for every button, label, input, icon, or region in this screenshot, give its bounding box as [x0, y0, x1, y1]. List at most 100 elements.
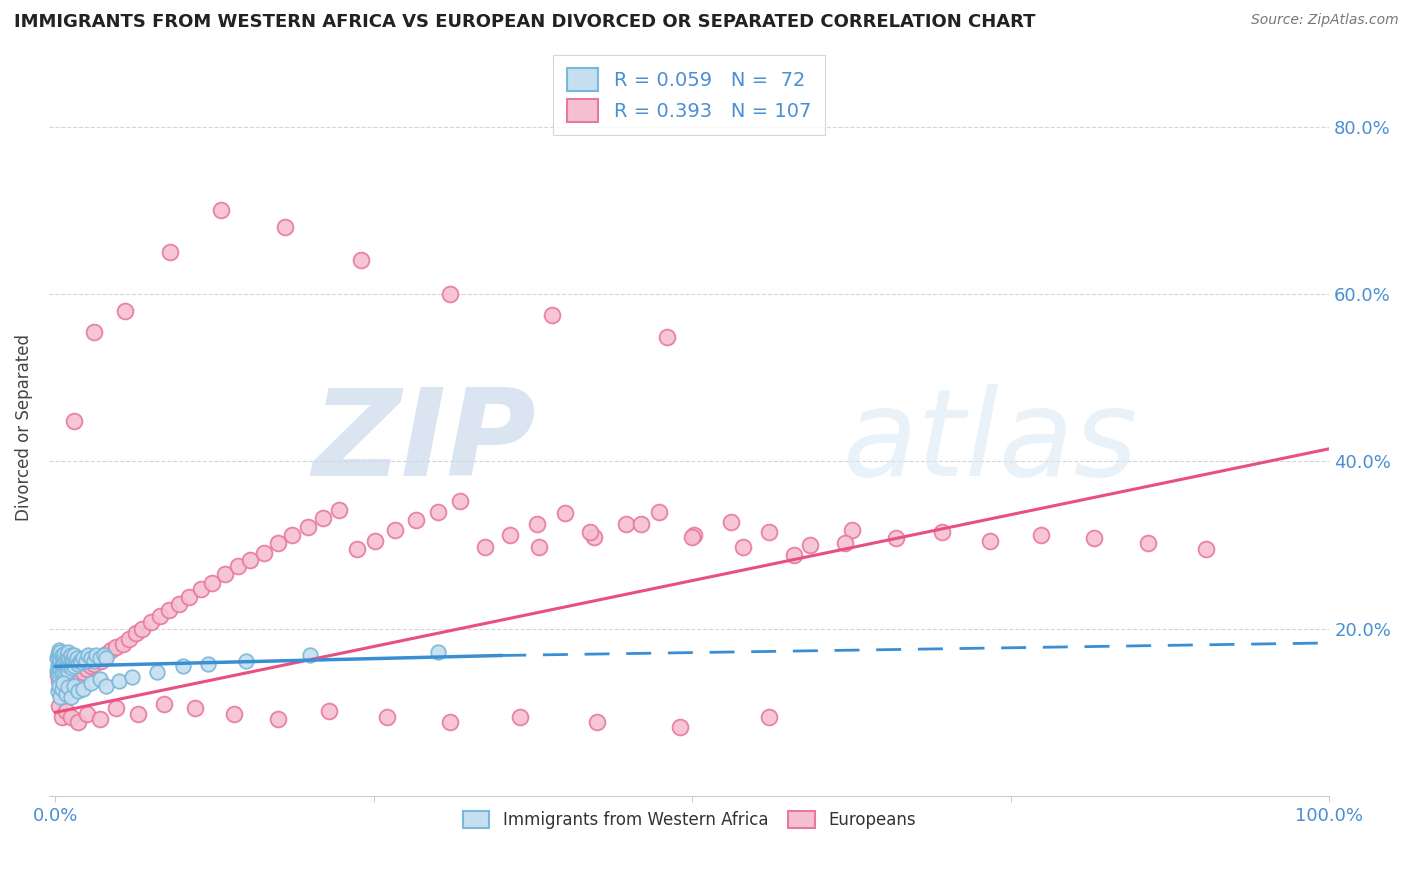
Point: [58, 659, 80, 673]
Point: [96, 651, 118, 665]
Point: [63, 414, 86, 428]
Point: [67, 684, 90, 698]
Point: [509, 709, 531, 723]
Point: [45, 651, 67, 665]
Point: [105, 640, 128, 654]
Point: [541, 308, 564, 322]
Point: [426, 504, 449, 518]
Point: [226, 558, 249, 573]
Point: [118, 632, 141, 646]
Point: [60, 661, 83, 675]
Point: [52, 665, 75, 680]
Point: [53, 664, 76, 678]
Point: [56, 648, 79, 663]
Point: [733, 540, 755, 554]
Point: [80, 651, 103, 665]
Point: [56, 681, 79, 695]
Point: [46, 667, 69, 681]
Point: [139, 615, 162, 629]
Point: [53, 672, 76, 686]
Point: [614, 517, 637, 532]
Point: [758, 525, 780, 540]
Point: [96, 679, 118, 693]
Point: [405, 513, 427, 527]
Point: [121, 670, 143, 684]
Point: [105, 701, 128, 715]
Point: [190, 582, 212, 596]
Point: [48, 673, 70, 688]
Point: [449, 494, 471, 508]
Point: [77, 648, 100, 663]
Point: [172, 659, 194, 673]
Point: [51, 657, 73, 671]
Point: [49, 690, 72, 705]
Point: [222, 707, 245, 722]
Point: [59, 648, 82, 663]
Point: [89, 712, 111, 726]
Point: [834, 536, 856, 550]
Point: [197, 657, 219, 671]
Text: atlas: atlas: [842, 384, 1137, 501]
Point: [83, 325, 105, 339]
Point: [67, 657, 90, 671]
Point: [48, 665, 70, 680]
Point: [55, 704, 77, 718]
Point: [281, 528, 304, 542]
Point: [63, 679, 86, 693]
Point: [60, 664, 83, 678]
Point: [80, 676, 103, 690]
Point: [297, 519, 319, 533]
Point: [931, 525, 953, 540]
Point: [49, 653, 72, 667]
Point: [312, 511, 335, 525]
Point: [65, 667, 87, 681]
Point: [841, 523, 863, 537]
Point: [167, 597, 190, 611]
Point: [124, 626, 146, 640]
Point: [48, 651, 70, 665]
Point: [65, 653, 87, 667]
Point: [235, 653, 257, 667]
Point: [681, 530, 703, 544]
Point: [55, 653, 77, 667]
Point: [267, 536, 290, 550]
Point: [46, 647, 69, 661]
Point: [48, 657, 70, 671]
Point: [56, 655, 79, 669]
Point: [90, 653, 112, 667]
Point: [51, 709, 73, 723]
Point: [52, 651, 75, 665]
Point: [67, 715, 90, 730]
Point: [55, 676, 77, 690]
Point: [52, 676, 75, 690]
Point: [655, 330, 678, 344]
Point: [884, 531, 907, 545]
Point: [585, 715, 607, 730]
Point: [100, 642, 122, 657]
Point: [56, 665, 79, 680]
Point: [83, 657, 105, 671]
Point: [93, 648, 115, 663]
Text: IMMIGRANTS FROM WESTERN AFRICA VS EUROPEAN DIVORCED OR SEPARATED CORRELATION CHA: IMMIGRANTS FROM WESTERN AFRICA VS EUROPE…: [14, 13, 1036, 31]
Point: [267, 712, 290, 726]
Point: [53, 647, 76, 661]
Point: [375, 709, 398, 723]
Point: [56, 664, 79, 678]
Point: [1083, 531, 1105, 545]
Point: [46, 659, 69, 673]
Point: [75, 653, 97, 667]
Point: [318, 704, 340, 718]
Point: [526, 517, 548, 532]
Point: [201, 575, 224, 590]
Point: [52, 659, 75, 673]
Point: [59, 709, 82, 723]
Point: [48, 642, 70, 657]
Point: [56, 645, 79, 659]
Point: [49, 645, 72, 659]
Point: [58, 651, 80, 665]
Point: [648, 504, 671, 518]
Point: [273, 219, 295, 234]
Point: [209, 203, 232, 218]
Point: [499, 528, 522, 542]
Point: [239, 553, 262, 567]
